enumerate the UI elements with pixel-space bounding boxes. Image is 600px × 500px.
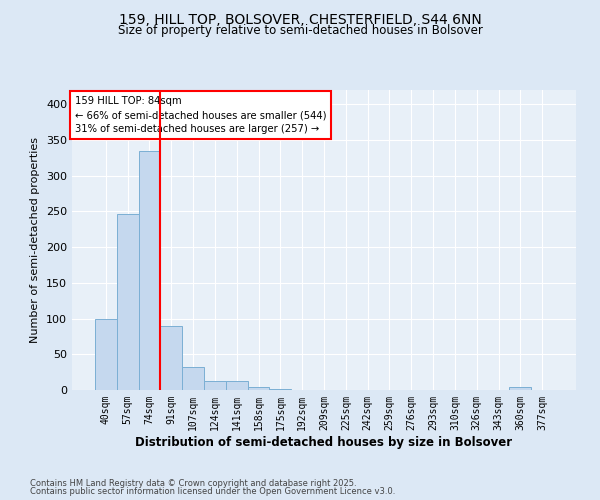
X-axis label: Distribution of semi-detached houses by size in Bolsover: Distribution of semi-detached houses by … [136,436,512,448]
Text: 159 HILL TOP: 84sqm
← 66% of semi-detached houses are smaller (544)
31% of semi-: 159 HILL TOP: 84sqm ← 66% of semi-detach… [74,96,326,134]
Bar [160,326,182,390]
Bar [226,382,248,390]
Bar [204,382,226,390]
Bar [182,367,204,390]
Text: Contains HM Land Registry data © Crown copyright and database right 2025.: Contains HM Land Registry data © Crown c… [30,478,356,488]
Bar [95,318,117,390]
Text: Contains public sector information licensed under the Open Government Licence v3: Contains public sector information licen… [30,487,395,496]
Bar [248,387,269,390]
Bar [139,150,160,390]
Text: 159, HILL TOP, BOLSOVER, CHESTERFIELD, S44 6NN: 159, HILL TOP, BOLSOVER, CHESTERFIELD, S… [119,12,481,26]
Text: Size of property relative to semi-detached houses in Bolsover: Size of property relative to semi-detach… [118,24,482,37]
Y-axis label: Number of semi-detached properties: Number of semi-detached properties [31,137,40,343]
Bar [117,214,139,390]
Bar [509,387,531,390]
